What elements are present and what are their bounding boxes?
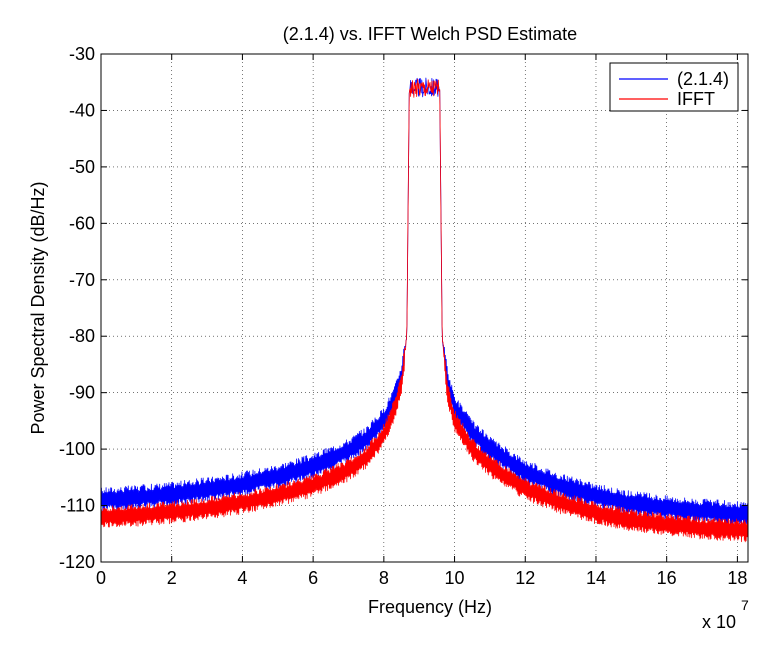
plot-frame <box>100 53 749 563</box>
ticks: 0 2 4 6 8 10 12 14 16 18 -30 -40 -50 -60 -70 -80 -90 -100… <box>59 44 748 588</box>
x-tick-label: 8 <box>379 568 389 588</box>
y-tick-label: -100 <box>59 439 95 459</box>
legend-label-series-2: IFFT <box>677 89 715 109</box>
x-axis-label: Frequency (Hz) <box>368 597 492 617</box>
y-tick-label: -40 <box>69 100 95 120</box>
x-tick-label: 6 <box>308 568 318 588</box>
legend-box <box>609 62 739 112</box>
series-line-2 <box>101 78 748 543</box>
x-tick-label: 16 <box>657 568 677 588</box>
x-multiplier-exponent: 7 <box>741 597 749 613</box>
y-tick-label: -70 <box>69 270 95 290</box>
x-tick-label: 0 <box>96 568 106 588</box>
y-tick-label: -80 <box>69 326 95 346</box>
y-tick-label: -30 <box>69 44 95 64</box>
y-tick-label: -120 <box>59 552 95 572</box>
x-tick-label: 2 <box>167 568 177 588</box>
legend-label-series-1: (2.1.4) <box>677 69 729 89</box>
x-multiplier: x 10 <box>702 612 736 632</box>
x-tick-label: 18 <box>727 568 747 588</box>
y-tick-label: -90 <box>69 383 95 403</box>
legend: (2.1.4) IFFT <box>609 62 739 112</box>
y-axis-label: Power Spectral Density (dB/Hz) <box>28 181 48 434</box>
x-tick-label: 4 <box>237 568 247 588</box>
plot-area <box>101 54 748 562</box>
y-tick-label: -50 <box>69 157 95 177</box>
x-tick-label: 12 <box>515 568 535 588</box>
chart-title: (2.1.4) vs. IFFT Welch PSD Estimate <box>283 24 577 44</box>
x-tick-label: 10 <box>445 568 465 588</box>
y-tick-label: -60 <box>69 213 95 233</box>
y-tick-label: -110 <box>60 496 95 516</box>
series-group <box>101 77 748 543</box>
x-tick-label: 14 <box>586 568 606 588</box>
